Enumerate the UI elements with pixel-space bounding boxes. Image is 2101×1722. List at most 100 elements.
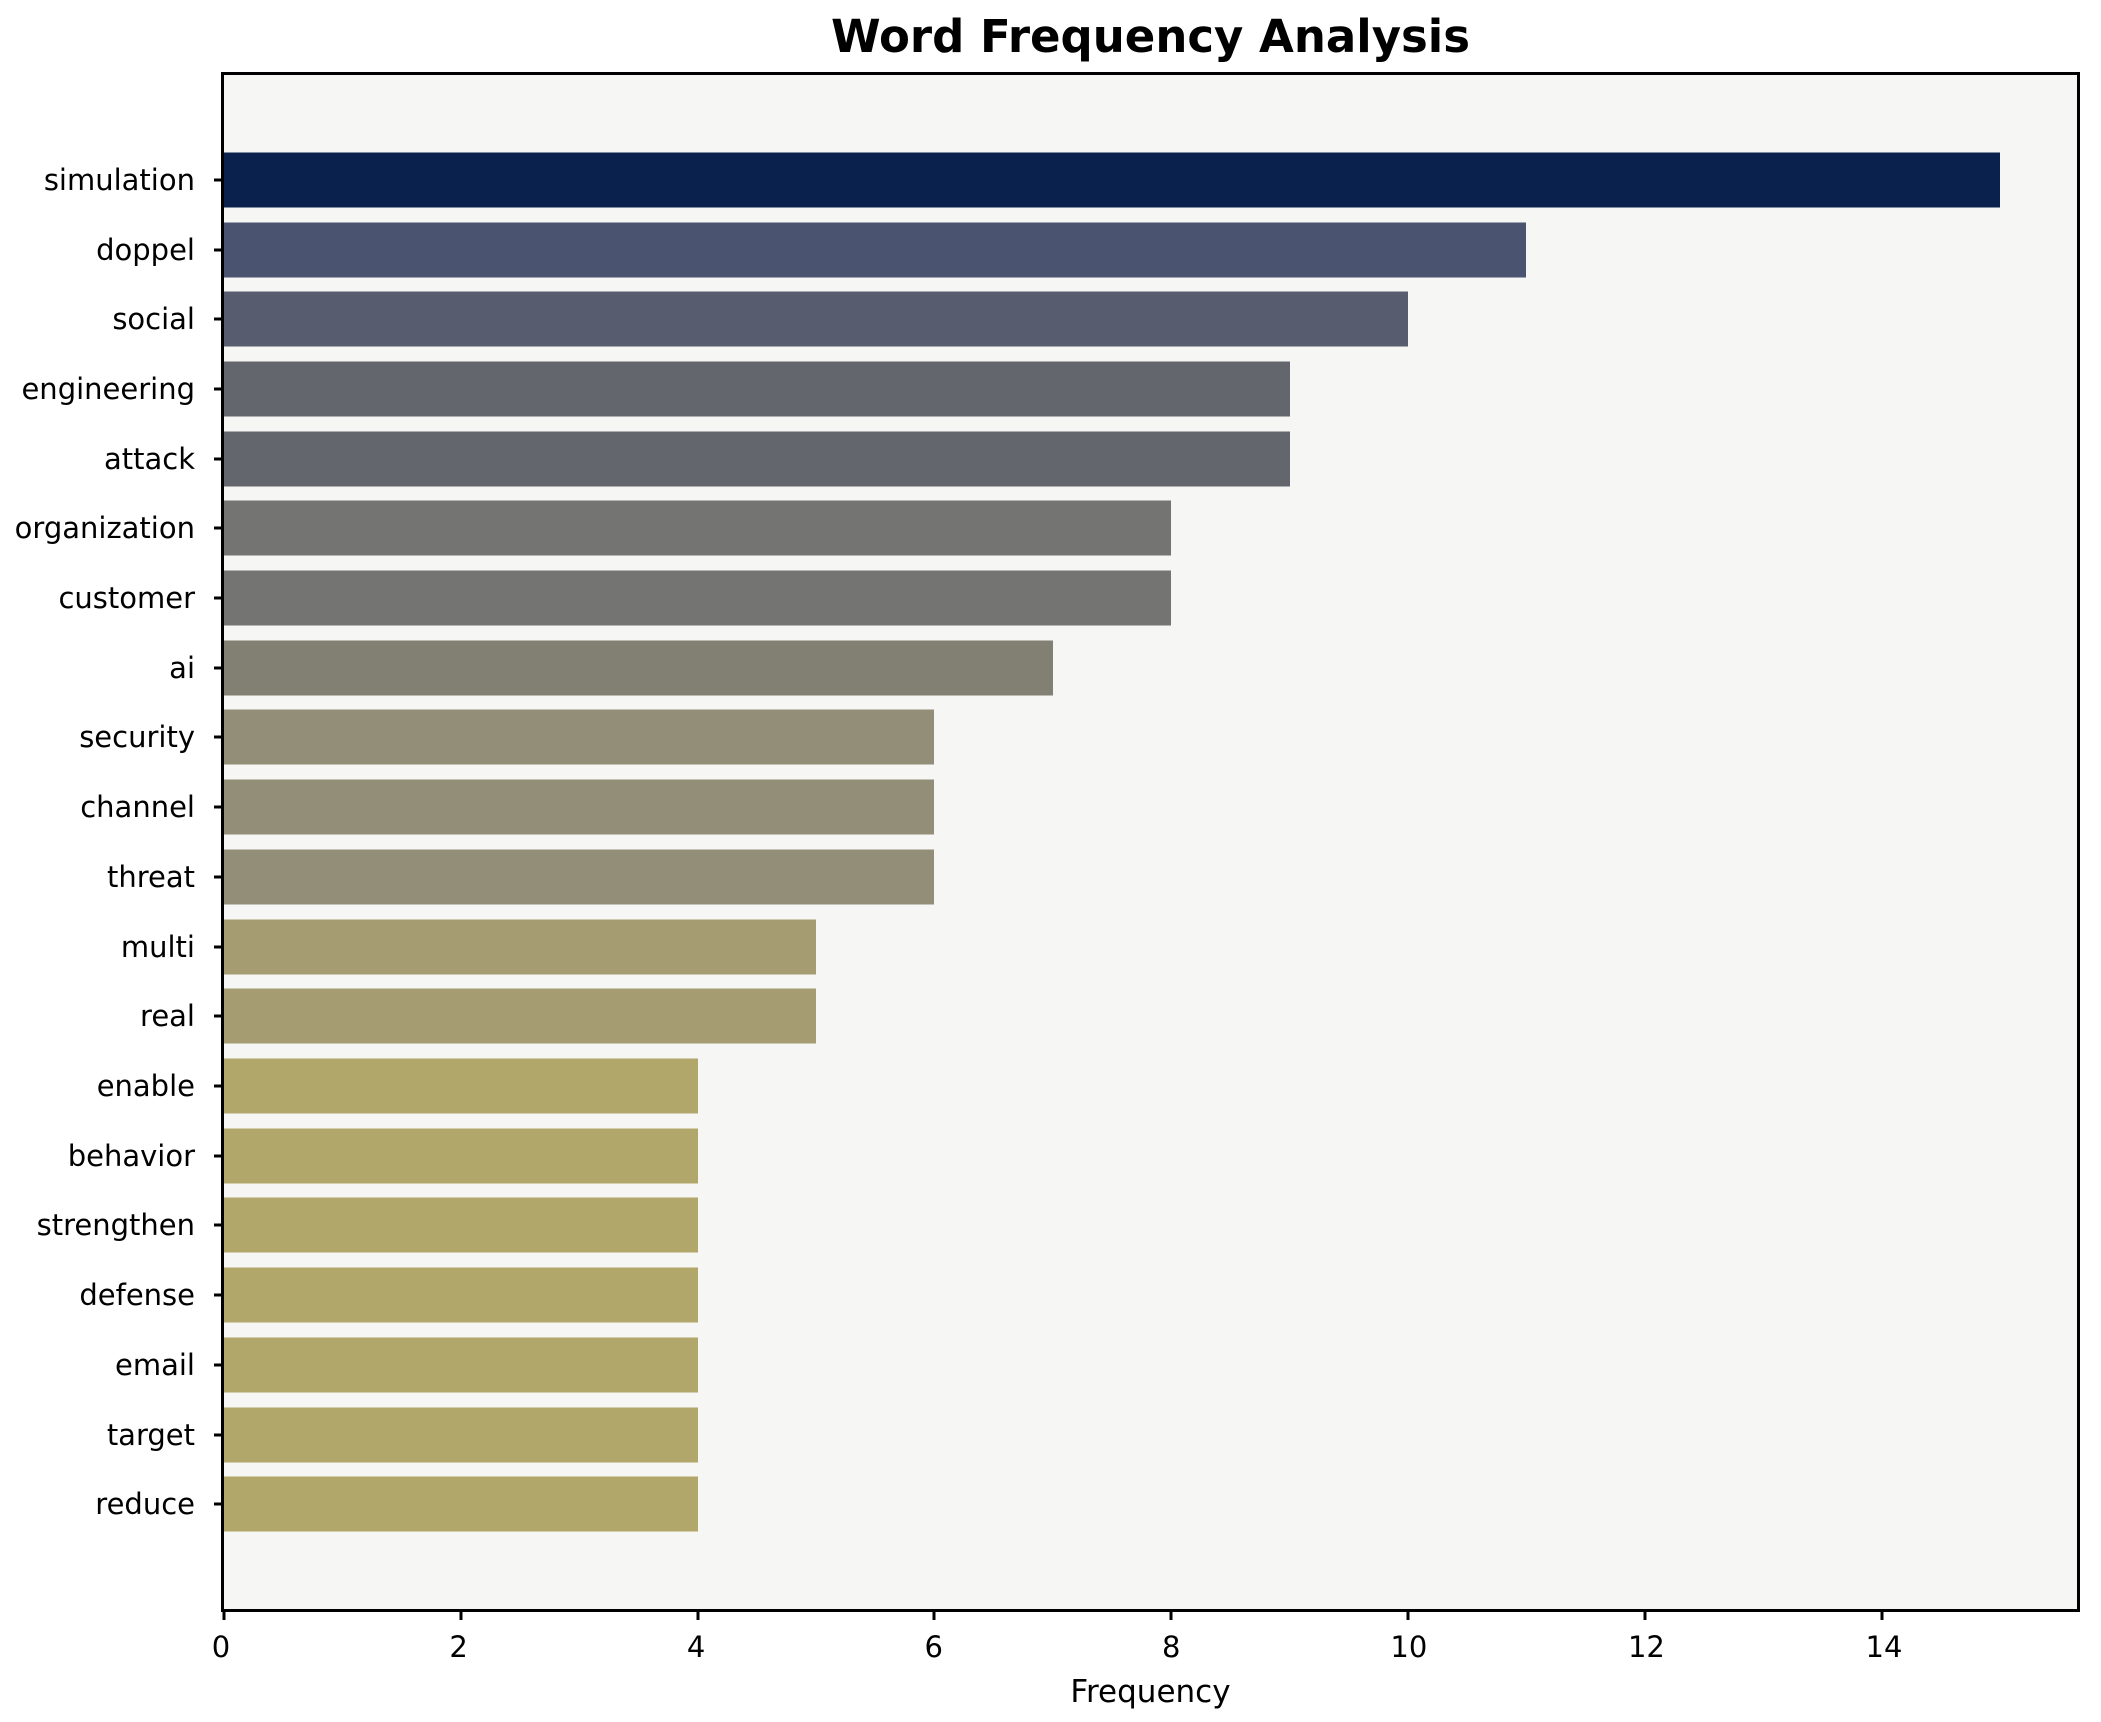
bar-row: defense xyxy=(79,1260,2077,1330)
bar-row: enable xyxy=(97,1051,2077,1121)
bar-target xyxy=(224,1407,698,1462)
y-tick-label: email xyxy=(115,1347,195,1382)
y-tick-label: strengthen xyxy=(36,1208,195,1243)
y-tick-label: channel xyxy=(80,790,195,825)
bar-row: multi xyxy=(121,912,2077,982)
bar-security xyxy=(224,709,935,765)
bar-row: engineering xyxy=(21,354,2077,424)
y-tick-label: target xyxy=(106,1417,195,1452)
y-tick-mark xyxy=(214,1154,224,1158)
y-tick-mark xyxy=(214,805,224,809)
y-tick-mark xyxy=(214,945,224,949)
x-tick-label: 10 xyxy=(1390,1630,1428,1664)
y-tick-mark xyxy=(214,1502,224,1506)
y-tick-mark xyxy=(214,666,224,670)
y-tick-label: doppel xyxy=(96,232,195,267)
bar-attack xyxy=(224,431,1290,487)
bar-row: channel xyxy=(80,772,2077,842)
bar-organization xyxy=(224,500,1172,556)
bar-engineering xyxy=(224,361,1290,417)
bars-container: simulation doppel social engineering attack o… xyxy=(15,75,2077,1609)
bar-row: real xyxy=(140,981,2077,1051)
bar-row: ai xyxy=(169,633,2077,703)
y-tick-mark xyxy=(214,1363,224,1367)
y-tick-label: social xyxy=(112,302,195,337)
y-tick-mark xyxy=(214,178,224,182)
x-tick-mark xyxy=(932,1609,936,1620)
bar-row: social xyxy=(112,284,2077,354)
bar-channel xyxy=(224,779,935,835)
bar-row: reduce xyxy=(95,1469,2077,1539)
y-tick-label: multi xyxy=(120,929,195,964)
bar-row: customer xyxy=(58,563,2077,633)
y-tick-mark xyxy=(214,317,224,321)
bar-row: simulation xyxy=(44,145,2077,215)
bar-defense xyxy=(224,1267,698,1323)
bar-email xyxy=(224,1337,698,1393)
x-tick-mark xyxy=(222,1609,226,1620)
y-tick-mark xyxy=(214,526,224,530)
y-tick-label: defense xyxy=(79,1278,195,1313)
y-tick-label: security xyxy=(79,720,195,755)
y-tick-mark xyxy=(214,1223,224,1227)
x-tick-label: 8 xyxy=(1162,1630,1181,1664)
x-tick-mark xyxy=(1643,1609,1647,1620)
bar-social xyxy=(224,291,1409,347)
y-tick-mark xyxy=(214,1293,224,1297)
bar-simulation xyxy=(224,152,2001,208)
y-tick-label: engineering xyxy=(21,371,195,406)
x-tick-mark xyxy=(1169,1609,1173,1620)
x-tick-label: 14 xyxy=(1865,1630,1903,1664)
bar-behavior xyxy=(224,1128,698,1184)
bar-row: organization xyxy=(15,494,2077,564)
x-tick-labels: 0 2 4 6 8 10 12 14 xyxy=(212,1630,2080,1670)
bar-row: target xyxy=(107,1400,2077,1470)
y-tick-label: simulation xyxy=(43,162,195,197)
x-tick-label: 12 xyxy=(1627,1630,1665,1664)
chart-title: Word Frequency Analysis xyxy=(830,10,1471,63)
bar-multi xyxy=(224,919,816,975)
x-tick-mark xyxy=(696,1609,700,1620)
y-tick-mark xyxy=(214,596,224,600)
y-tick-label: ai xyxy=(169,650,195,685)
x-tick-label: 0 xyxy=(211,1630,231,1664)
y-tick-label: behavior xyxy=(67,1138,195,1173)
y-tick-mark xyxy=(214,248,224,252)
bar-row: attack xyxy=(104,424,2077,494)
y-tick-label: attack xyxy=(103,441,195,476)
x-tick-label: 2 xyxy=(449,1630,468,1664)
bar-ai xyxy=(224,640,1053,696)
bar-row: behavior xyxy=(68,1121,2077,1191)
bar-row: email xyxy=(115,1330,2077,1400)
x-tick-mark xyxy=(1880,1609,1884,1620)
y-tick-label: customer xyxy=(58,581,195,616)
bar-row: threat xyxy=(107,842,2077,912)
y-tick-label: threat xyxy=(106,859,195,894)
y-tick-mark xyxy=(214,457,224,461)
bar-row: strengthen xyxy=(37,1191,2077,1261)
y-tick-mark xyxy=(214,1084,224,1088)
y-tick-label: organization xyxy=(14,511,195,546)
x-tick-mark xyxy=(459,1609,463,1620)
bar-real xyxy=(224,988,816,1044)
bar-row: security xyxy=(79,703,2077,773)
bar-threat xyxy=(224,849,935,905)
y-tick-mark xyxy=(214,387,224,391)
y-tick-mark xyxy=(214,735,224,739)
x-tick-label: 4 xyxy=(686,1630,706,1664)
y-tick-label: real xyxy=(140,999,195,1034)
x-tick-label: 6 xyxy=(924,1630,943,1664)
y-tick-mark xyxy=(214,875,224,879)
y-tick-label: reduce xyxy=(95,1487,195,1522)
y-tick-label: enable xyxy=(96,1068,195,1103)
y-tick-mark xyxy=(214,1433,224,1436)
bar-strengthen xyxy=(224,1197,698,1253)
bar-reduce xyxy=(224,1476,698,1532)
plot-area: simulation doppel social engineering attack o… xyxy=(15,72,2080,1620)
bar-enable xyxy=(224,1058,698,1114)
x-tick-mark xyxy=(1406,1609,1410,1620)
y-tick-mark xyxy=(214,1014,224,1018)
bar-customer xyxy=(224,570,1172,626)
bar-row: doppel xyxy=(96,215,2077,285)
